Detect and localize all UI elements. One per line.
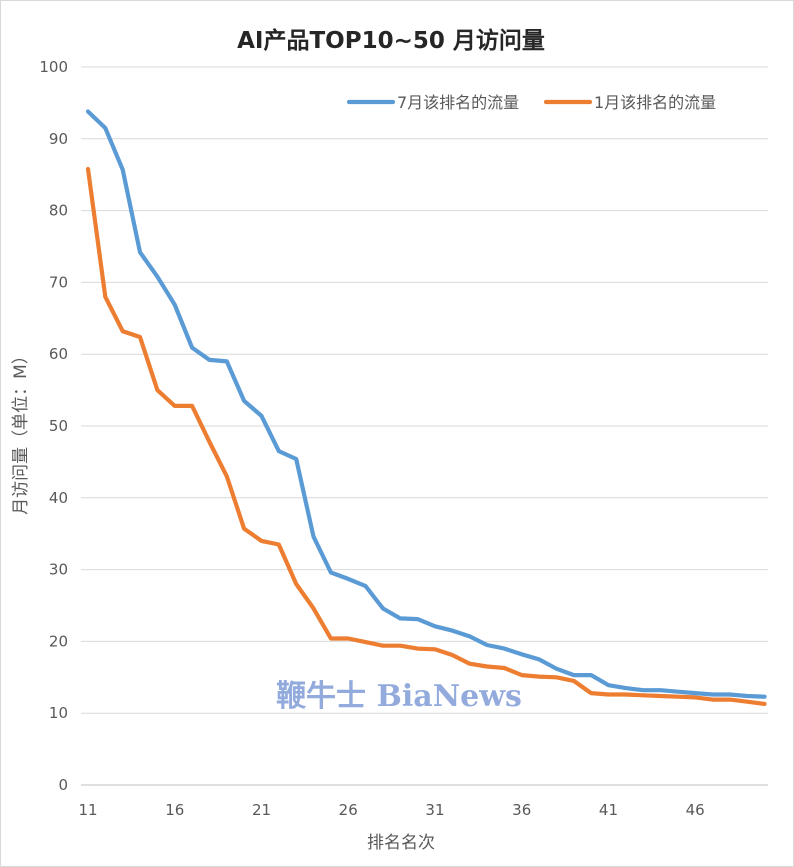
legend-label: 1月该排名的流量 [594,93,716,112]
series-line-2 [85,166,767,707]
gridlines [81,66,768,786]
series-line-1 [85,109,767,699]
y-tick-label: 50 [49,417,68,435]
x-tick-label: 21 [252,801,271,819]
y-tick-label: 30 [49,561,68,579]
x-tick-label: 36 [512,801,531,819]
y-tick-label: 100 [39,58,68,76]
x-tick-label: 26 [339,801,358,819]
y-tick-label: 90 [49,130,68,148]
x-tick-label: 11 [78,801,97,819]
x-tick-label: 31 [425,801,444,819]
x-axis-ticks: 11 16 21 26 31 36 41 46 [78,801,704,819]
x-tick-label: 16 [165,801,184,819]
x-axis-label: 排名名次 [367,833,435,853]
x-tick-label: 41 [599,801,618,819]
y-tick-label: 20 [49,632,68,650]
legend-label: 7月该排名的流量 [397,93,519,112]
chart-title: AI产品TOP10~50 月访问量 [237,27,545,54]
y-tick-label: 10 [49,704,68,722]
x-tick-label: 46 [686,801,705,819]
watermark-text: 鞭牛士 BiaNews [276,679,522,714]
y-tick-label: 0 [58,776,68,794]
y-tick-label: 40 [49,489,68,507]
y-axis-label: 月访问量（单位：M） [11,347,31,515]
series-lines [85,109,767,707]
y-tick-label: 60 [49,345,68,363]
y-axis-ticks: 0 10 20 30 40 50 60 70 80 90 100 [39,58,68,794]
legend: 7月该排名的流量 1月该排名的流量 [346,93,716,112]
y-tick-label: 80 [49,202,68,220]
y-tick-label: 70 [49,273,68,291]
